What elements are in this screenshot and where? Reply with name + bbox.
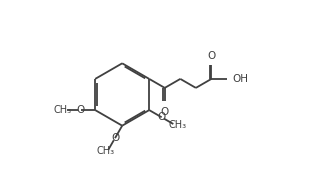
Text: CH₃: CH₃ <box>168 120 187 130</box>
Text: CH₃: CH₃ <box>97 146 115 156</box>
Text: O: O <box>111 133 119 143</box>
Text: O: O <box>157 112 166 122</box>
Text: CH₃: CH₃ <box>53 105 72 115</box>
Text: O: O <box>77 105 85 115</box>
Text: O: O <box>207 51 216 61</box>
Text: O: O <box>161 107 169 117</box>
Text: OH: OH <box>233 74 249 84</box>
